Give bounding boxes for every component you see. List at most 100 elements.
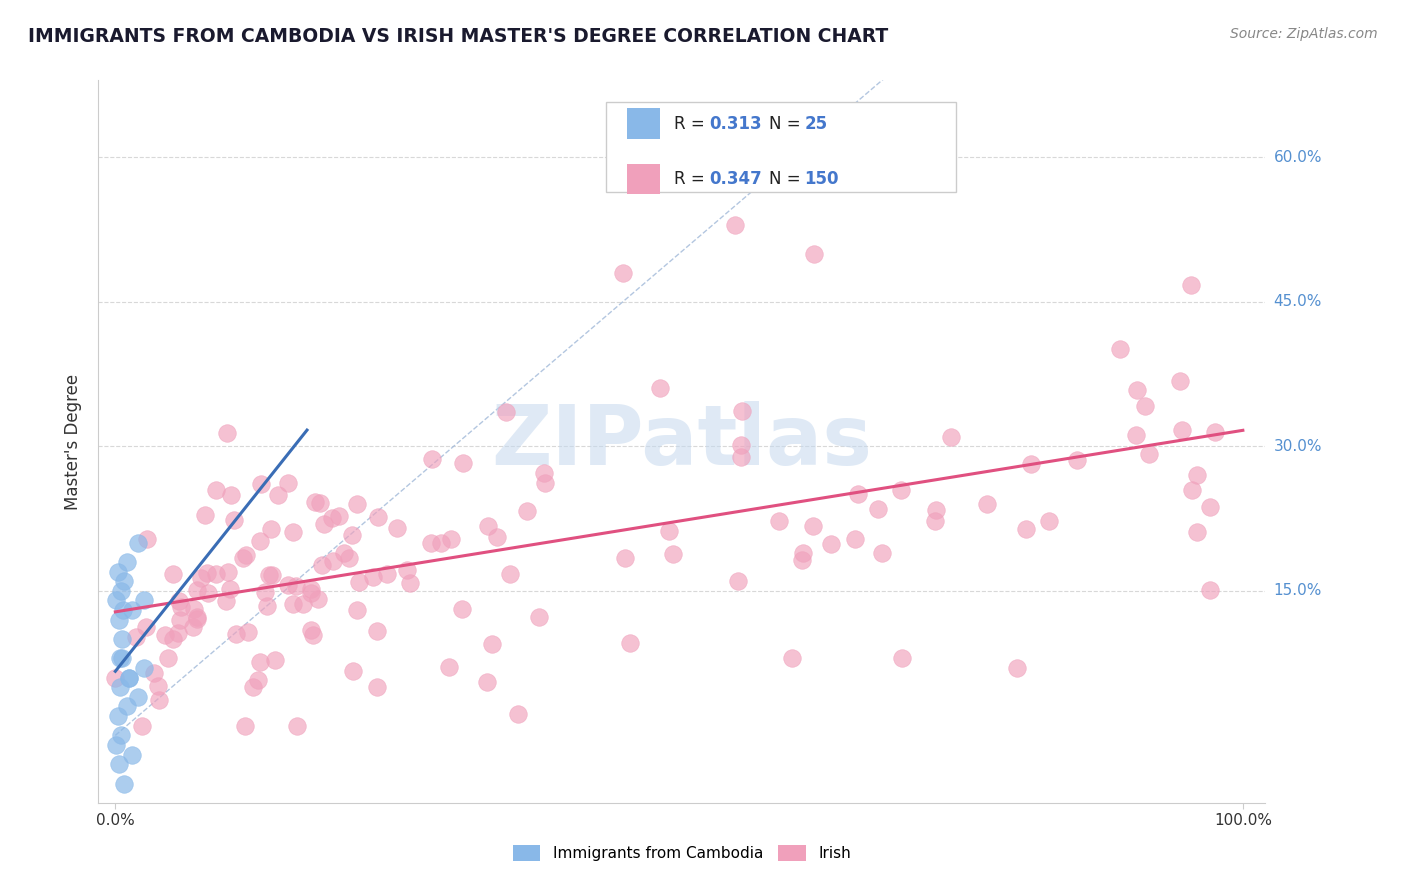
Point [730,450,752,464]
Point [235,549,257,563]
Point [533,475,555,490]
Point [661,547,683,561]
Point [146,679,169,693]
Point [870,546,893,560]
Point [186,611,208,625]
Point [281,597,304,611]
Text: 0.347: 0.347 [709,170,762,188]
Point [249,655,271,669]
Point [131,719,153,733]
Point [111,651,134,665]
Point [868,501,890,516]
Point [1108,342,1130,356]
Point [499,566,522,581]
Point [301,582,323,597]
Point [121,747,143,762]
Point [186,582,208,597]
Point [224,513,246,527]
Point [232,550,254,565]
Text: 150: 150 [804,170,839,188]
Point [396,563,419,577]
Point [349,574,371,589]
Text: IMMIGRANTS FROM CAMBODIA VS IRISH MASTER'S DEGREE CORRELATION CHART: IMMIGRANTS FROM CAMBODIA VS IRISH MASTER… [28,27,889,45]
Point [780,651,803,665]
Point [112,776,135,790]
Point [346,497,368,511]
Point [506,706,529,721]
Point [481,636,503,650]
Point [132,593,155,607]
Text: 30.0%: 30.0% [1274,439,1322,454]
Point [167,626,190,640]
Point [801,519,824,533]
Point [115,699,138,714]
Point [118,671,141,685]
Point [322,554,344,568]
Point [803,246,825,260]
Point [1125,427,1147,442]
Point [648,381,671,395]
Point [1171,423,1194,437]
Point [516,504,538,518]
Point [419,536,441,550]
Point [181,620,204,634]
Point [260,522,283,536]
Point [284,579,307,593]
Point [1168,374,1191,388]
Point [342,664,364,678]
Point [820,537,842,551]
Point [249,533,271,548]
Point [924,514,946,528]
Point [107,613,129,627]
Point [724,218,747,232]
Point [219,488,242,502]
Point [477,519,499,533]
Y-axis label: Master's Degree: Master's Degree [65,374,83,509]
Text: N =: N = [769,170,806,188]
Point [108,680,131,694]
Point [276,476,298,491]
Point [311,558,333,572]
Point [127,535,149,549]
Point [399,576,422,591]
Point [366,680,388,694]
Point [253,585,276,599]
Point [792,546,814,560]
Point [263,653,285,667]
Point [118,671,141,685]
Point [314,517,336,532]
Point [727,574,749,588]
Text: N =: N = [769,115,806,133]
Point [451,456,474,470]
Point [204,483,226,497]
Point [844,532,866,546]
Point [768,514,790,528]
Point [941,430,963,444]
Legend: Immigrants from Cambodia, Irish: Immigrants from Cambodia, Irish [508,839,856,867]
Point [110,728,132,742]
Point [307,592,329,607]
Text: 60.0%: 60.0% [1274,150,1322,165]
Text: ZIPatlas: ZIPatlas [492,401,872,482]
Point [127,690,149,704]
Point [1007,661,1029,675]
Point [121,603,143,617]
Point [183,601,205,615]
Point [194,508,217,522]
Point [292,598,315,612]
Point [105,593,128,607]
Point [346,603,368,617]
Point [430,535,453,549]
Point [112,574,135,589]
Text: 25: 25 [804,115,828,133]
Point [890,651,912,665]
Point [111,632,134,646]
Point [112,603,135,617]
Point [115,555,138,569]
Point [135,532,157,546]
Point [846,487,869,501]
Point [132,661,155,675]
Point [485,530,508,544]
Point [236,624,259,639]
Point [148,693,170,707]
